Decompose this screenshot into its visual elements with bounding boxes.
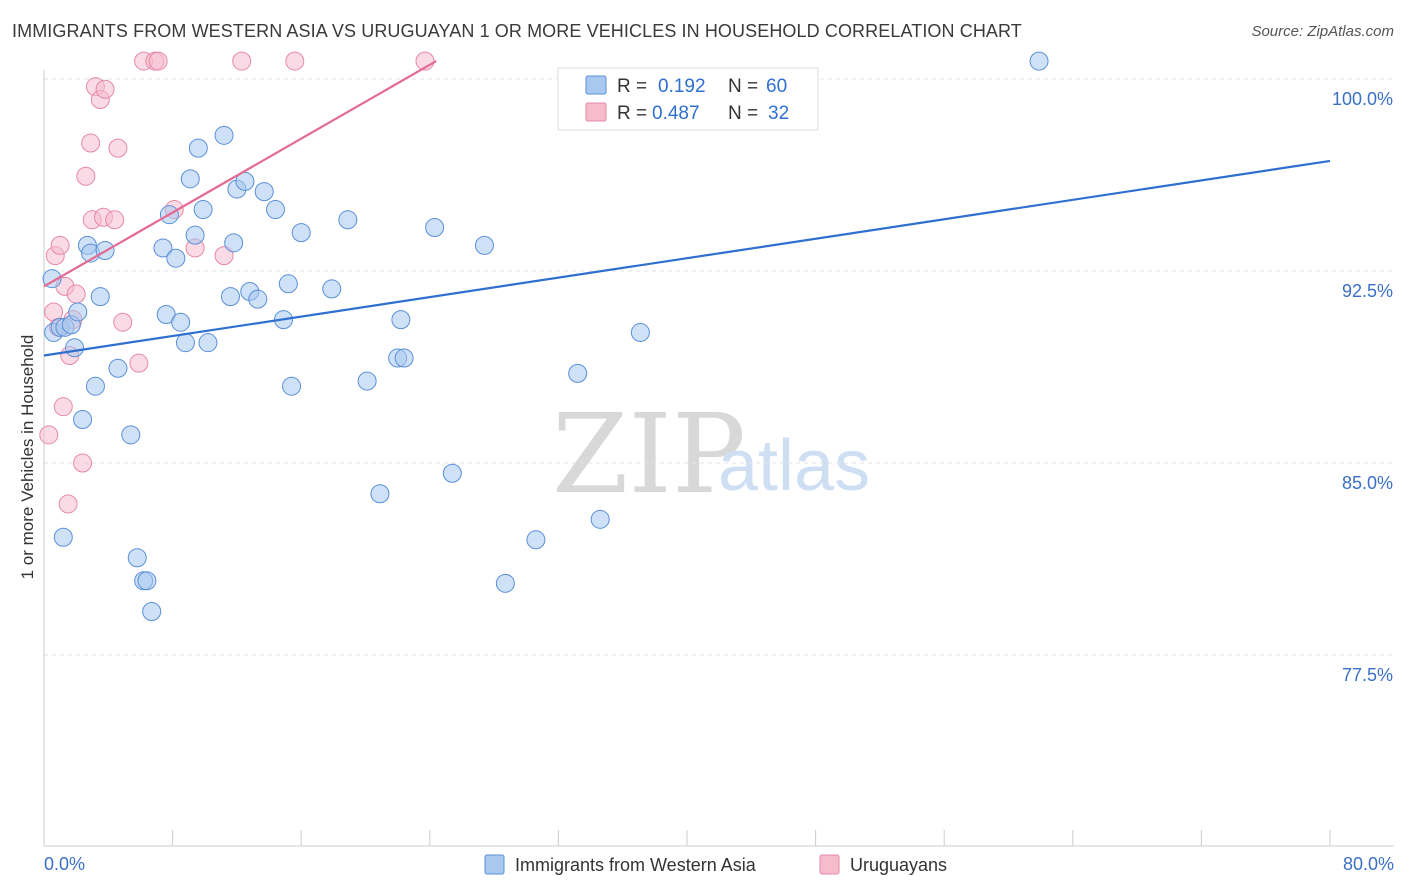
watermark-zip: ZIP	[552, 390, 746, 518]
trend-line-uruguayans	[43, 60, 437, 288]
bottom-legend-swatch-uruguayans	[819, 854, 840, 875]
point-uruguayans-7	[58, 494, 78, 514]
point-uruguayans-21	[113, 312, 133, 332]
point-uruguayans-13	[81, 133, 101, 153]
point-western-asia-55	[526, 530, 546, 550]
y-tick-label: 85.0%	[1342, 473, 1393, 493]
point-western-asia-39	[265, 200, 285, 220]
point-western-asia-11	[85, 376, 105, 396]
point-western-asia-46	[357, 371, 377, 391]
legend-r-value-uruguayans: 0.487	[652, 103, 700, 124]
point-western-asia-15	[121, 425, 141, 445]
point-uruguayans-22	[129, 353, 149, 373]
watermark-atlas: atlas	[718, 426, 870, 506]
point-western-asia-58	[630, 322, 650, 342]
y-axis-title: 1 or more Vehicles in Household	[18, 335, 37, 580]
data-points	[39, 51, 1049, 621]
axes	[43, 70, 1394, 847]
point-western-asia-43	[291, 223, 311, 243]
point-western-asia-59	[1029, 51, 1049, 71]
grid	[44, 78, 1394, 656]
legend-n-value-western-asia: 60	[766, 76, 787, 97]
point-western-asia-38	[254, 182, 274, 202]
point-uruguayans-29	[232, 51, 252, 71]
watermark: ZIP atlas	[552, 390, 870, 518]
point-western-asia-57	[590, 509, 610, 529]
point-uruguayans-25	[148, 51, 168, 71]
point-western-asia-27	[185, 225, 205, 245]
point-western-asia-45	[338, 210, 358, 230]
point-uruguayans-20	[108, 138, 128, 158]
x-ticks	[43, 830, 1331, 846]
trend-line-western-asia	[43, 159, 1331, 357]
x-tick-label-max: 80.0%	[1343, 854, 1394, 874]
point-western-asia-49	[391, 310, 411, 330]
y-tick-label: 92.5%	[1342, 281, 1393, 301]
legend-swatch-western-asia	[585, 75, 607, 95]
point-western-asia-56	[568, 363, 588, 383]
point-uruguayans-12	[76, 166, 96, 186]
point-uruguayans-10	[66, 284, 86, 304]
chart-title: IMMIGRANTS FROM WESTERN ASIA VS URUGUAYA…	[12, 21, 1022, 41]
point-western-asia-42	[282, 376, 302, 396]
point-western-asia-12	[90, 287, 110, 307]
point-western-asia-29	[193, 200, 213, 220]
y-tick-label: 100.0%	[1332, 89, 1393, 109]
point-uruguayans-4	[50, 235, 70, 255]
point-western-asia-23	[166, 248, 186, 268]
legend-r-label-western-asia: R =	[617, 76, 647, 97]
point-uruguayans-18	[95, 79, 115, 99]
y-tick-label: 77.5%	[1342, 665, 1393, 685]
point-western-asia-31	[214, 125, 234, 145]
point-western-asia-28	[188, 138, 208, 158]
point-western-asia-14	[108, 358, 128, 378]
point-western-asia-51	[425, 217, 445, 237]
bottom-legend-label-uruguayans: Uruguayans	[850, 855, 947, 875]
point-western-asia-16	[127, 548, 147, 568]
bottom-legend-swatch-western-asia	[484, 854, 505, 875]
point-western-asia-37	[248, 289, 268, 309]
point-western-asia-26	[180, 169, 200, 189]
y-tick-labels: 100.0% 92.5% 85.0% 77.5%	[1332, 89, 1393, 685]
point-uruguayans-0	[39, 425, 59, 445]
point-western-asia-8	[73, 409, 93, 429]
trend-lines	[43, 60, 1331, 357]
point-uruguayans-5	[53, 397, 73, 417]
legend-n-label-western-asia: N =	[728, 76, 758, 97]
point-uruguayans-11	[73, 453, 93, 473]
point-uruguayans-28	[214, 246, 234, 266]
point-western-asia-19	[142, 601, 162, 621]
legend-n-label-uruguayans: N =	[728, 103, 758, 124]
point-uruguayans-30	[285, 51, 305, 71]
point-western-asia-41	[278, 274, 298, 294]
legend-r-label-uruguayans: R =	[617, 103, 647, 124]
legend: R = 0.192 N = 60 R = 0.487 N = 32	[557, 67, 819, 131]
bottom-legend-label-western-asia: Immigrants from Western Asia	[515, 855, 757, 875]
point-western-asia-24	[171, 312, 191, 332]
point-western-asia-32	[220, 287, 240, 307]
point-western-asia-25	[175, 333, 195, 353]
legend-swatch-uruguayans	[585, 102, 607, 122]
point-western-asia-6	[65, 338, 85, 358]
point-western-asia-18	[137, 571, 157, 591]
point-western-asia-47	[370, 484, 390, 504]
point-western-asia-3	[53, 527, 73, 547]
point-western-asia-50	[394, 348, 414, 368]
bottom-legend: Immigrants from Western Asia Uruguayans	[484, 854, 947, 875]
point-western-asia-30	[198, 333, 218, 353]
point-western-asia-33	[224, 233, 244, 253]
point-western-asia-54	[495, 573, 515, 593]
legend-r-value-western-asia: 0.192	[658, 76, 706, 97]
point-western-asia-53	[474, 235, 494, 255]
x-tick-label-min: 0.0%	[44, 854, 85, 874]
point-uruguayans-19	[105, 210, 125, 230]
point-western-asia-52	[442, 463, 462, 483]
legend-n-value-uruguayans: 32	[768, 103, 789, 124]
point-western-asia-7	[68, 302, 88, 322]
source-label: Source: ZipAtlas.com	[1251, 23, 1394, 40]
point-western-asia-35	[235, 171, 255, 191]
point-western-asia-44	[322, 279, 342, 299]
point-western-asia-20	[153, 238, 173, 258]
